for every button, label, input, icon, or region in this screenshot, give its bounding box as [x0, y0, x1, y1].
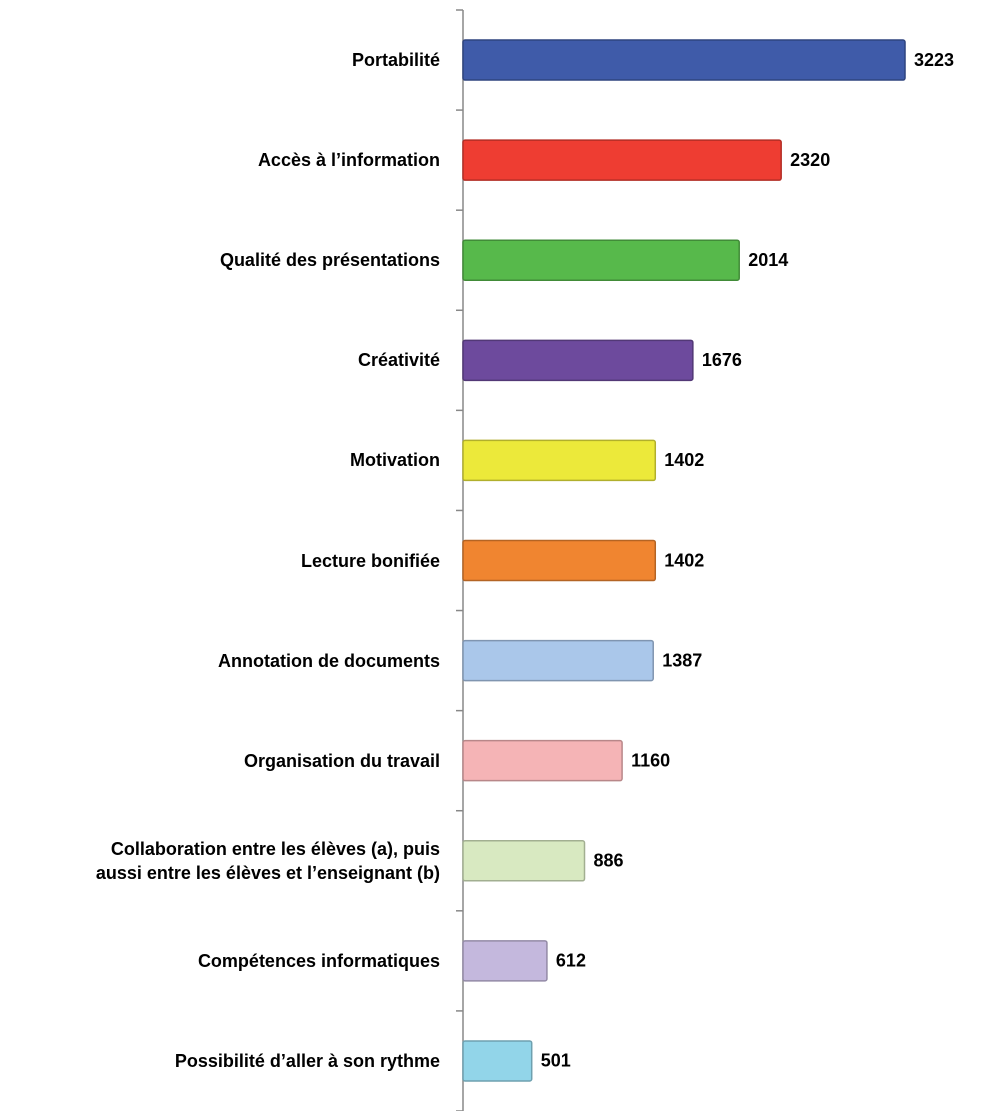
value-label: 1387: [662, 650, 702, 670]
category-label: Possibilité d’aller à son rythme: [174, 1050, 440, 1071]
bar: [462, 339, 694, 382]
value-label: 612: [556, 951, 586, 971]
category-label: Motivation: [350, 450, 440, 471]
bar: [462, 1040, 533, 1082]
value-label: 501: [541, 1051, 571, 1071]
bar: [462, 840, 586, 882]
value-label: 886: [594, 851, 624, 871]
category-label: Compétences informatiques: [197, 950, 440, 971]
category-label: Annotation de documents: [218, 650, 440, 671]
bar: [462, 940, 548, 982]
bar: [462, 539, 657, 582]
value-label: 3223: [914, 50, 954, 70]
value-label: 2320: [790, 150, 830, 170]
value-label: 2014: [748, 250, 788, 270]
bar: [462, 39, 906, 81]
bar: [462, 439, 657, 482]
category-label: Lecture bonifiée: [300, 550, 440, 571]
category-label: Accès à l’information: [257, 150, 440, 171]
bar: [462, 639, 654, 682]
value-label: 1402: [664, 550, 704, 570]
category-label: Qualité des présentations: [219, 250, 440, 271]
value-label: 1402: [664, 450, 704, 470]
bar: [462, 139, 782, 181]
category-label: Organisation du travail: [243, 750, 440, 771]
bar: [462, 239, 740, 281]
category-label: Collaboration entre les élèves (a), puis…: [95, 838, 440, 883]
value-label: 1160: [631, 750, 670, 770]
value-label: 1676: [702, 350, 742, 370]
category-label: Créativité: [357, 350, 440, 371]
bar: [462, 739, 623, 782]
category-label: Portabilité: [351, 50, 440, 71]
